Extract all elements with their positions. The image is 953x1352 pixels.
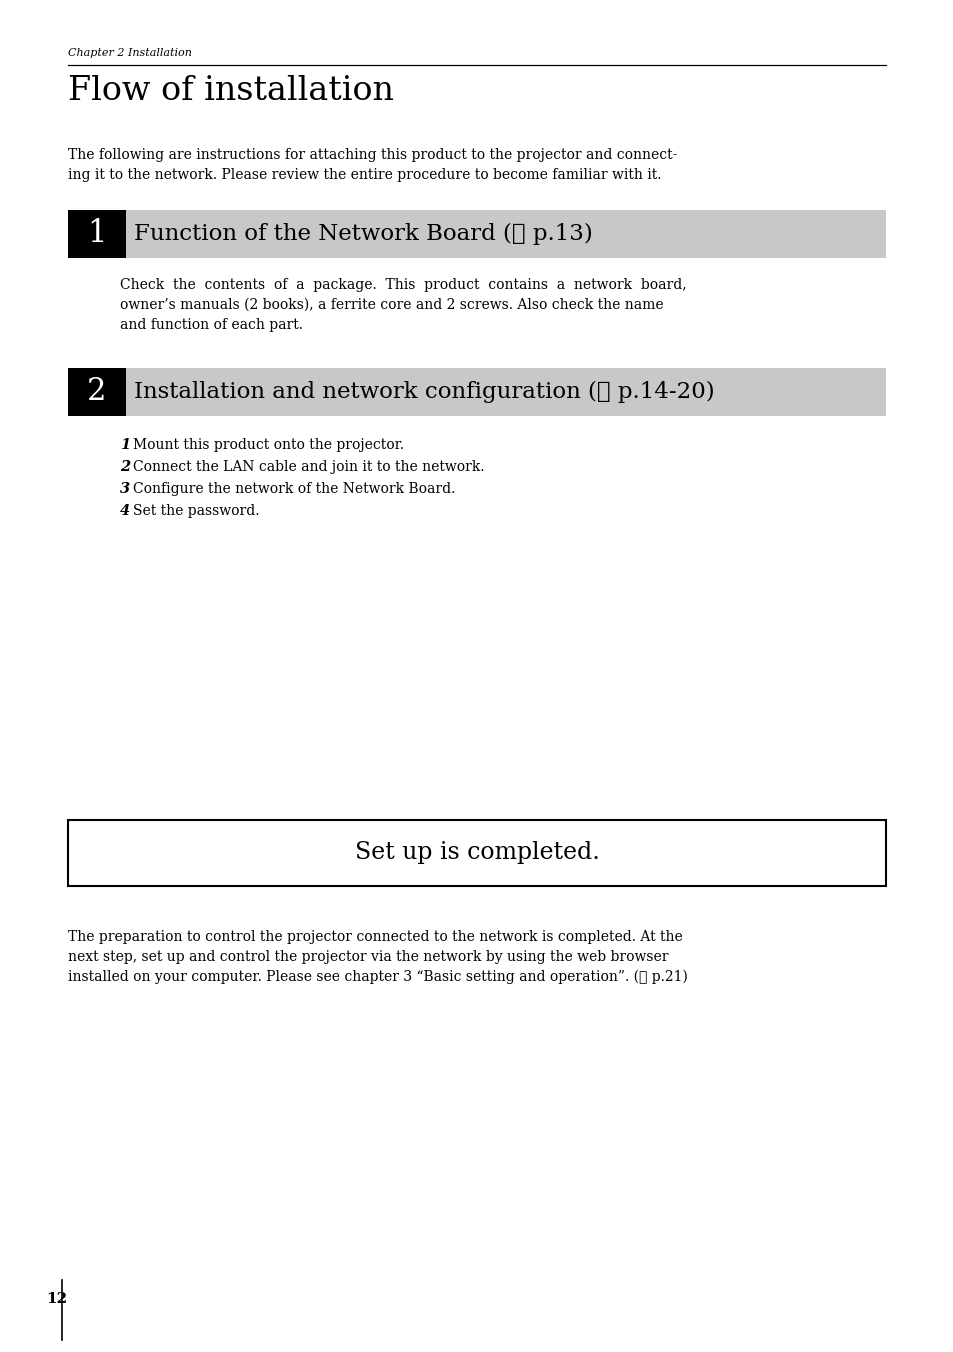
Text: Set the password.: Set the password. [132, 504, 259, 518]
Text: The preparation to control the projector connected to the network is completed. : The preparation to control the projector… [68, 930, 682, 944]
Text: next step, set up and control the projector via the network by using the web bro: next step, set up and control the projec… [68, 950, 668, 964]
Text: 12: 12 [46, 1293, 67, 1306]
Text: Flow of installation: Flow of installation [68, 74, 394, 107]
Text: 1: 1 [120, 438, 130, 452]
Text: Installation and network configuration (☞ p.14-20): Installation and network configuration (… [133, 381, 714, 403]
Text: Mount this product onto the projector.: Mount this product onto the projector. [132, 438, 404, 452]
Text: Chapter 2 Installation: Chapter 2 Installation [68, 49, 192, 58]
Text: Set up is completed.: Set up is completed. [355, 841, 598, 864]
Bar [68, 821, 885, 886]
Text: owner’s manuals (2 books), a ferrite core and 2 screws. Also check the name: owner’s manuals (2 books), a ferrite cor… [120, 297, 663, 312]
Text: and function of each part.: and function of each part. [120, 318, 303, 333]
Bar [68, 368, 885, 416]
Text: 2: 2 [120, 460, 130, 475]
Text: 1: 1 [87, 219, 107, 250]
Text: 3: 3 [120, 483, 130, 496]
Bar [68, 368, 126, 416]
Text: The following are instructions for attaching this product to the projector and c: The following are instructions for attac… [68, 147, 677, 162]
Text: 4: 4 [120, 504, 130, 518]
Text: Connect the LAN cable and join it to the network.: Connect the LAN cable and join it to the… [132, 460, 484, 475]
Bar [68, 210, 126, 258]
Text: Configure the network of the Network Board.: Configure the network of the Network Boa… [132, 483, 455, 496]
Text: Check  the  contents  of  a  package.  This  product  contains  a  network  boar: Check the contents of a package. This pr… [120, 279, 686, 292]
Text: 2: 2 [87, 376, 107, 407]
Text: installed on your computer. Please see chapter 3 “Basic setting and operation”. : installed on your computer. Please see c… [68, 969, 687, 984]
Text: ing it to the network. Please review the entire procedure to become familiar wit: ing it to the network. Please review the… [68, 168, 660, 183]
Text: Function of the Network Board (☞ p.13): Function of the Network Board (☞ p.13) [133, 223, 592, 245]
Bar [68, 210, 885, 258]
